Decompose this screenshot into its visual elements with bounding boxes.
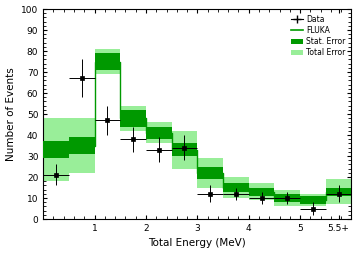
Legend: Data, FLUKA, Stat. Error, Total Error: Data, FLUKA, Stat. Error, Total Error	[289, 13, 348, 59]
Y-axis label: Number of Events: Number of Events	[6, 67, 16, 161]
X-axis label: Total Energy (MeV): Total Energy (MeV)	[149, 239, 246, 248]
